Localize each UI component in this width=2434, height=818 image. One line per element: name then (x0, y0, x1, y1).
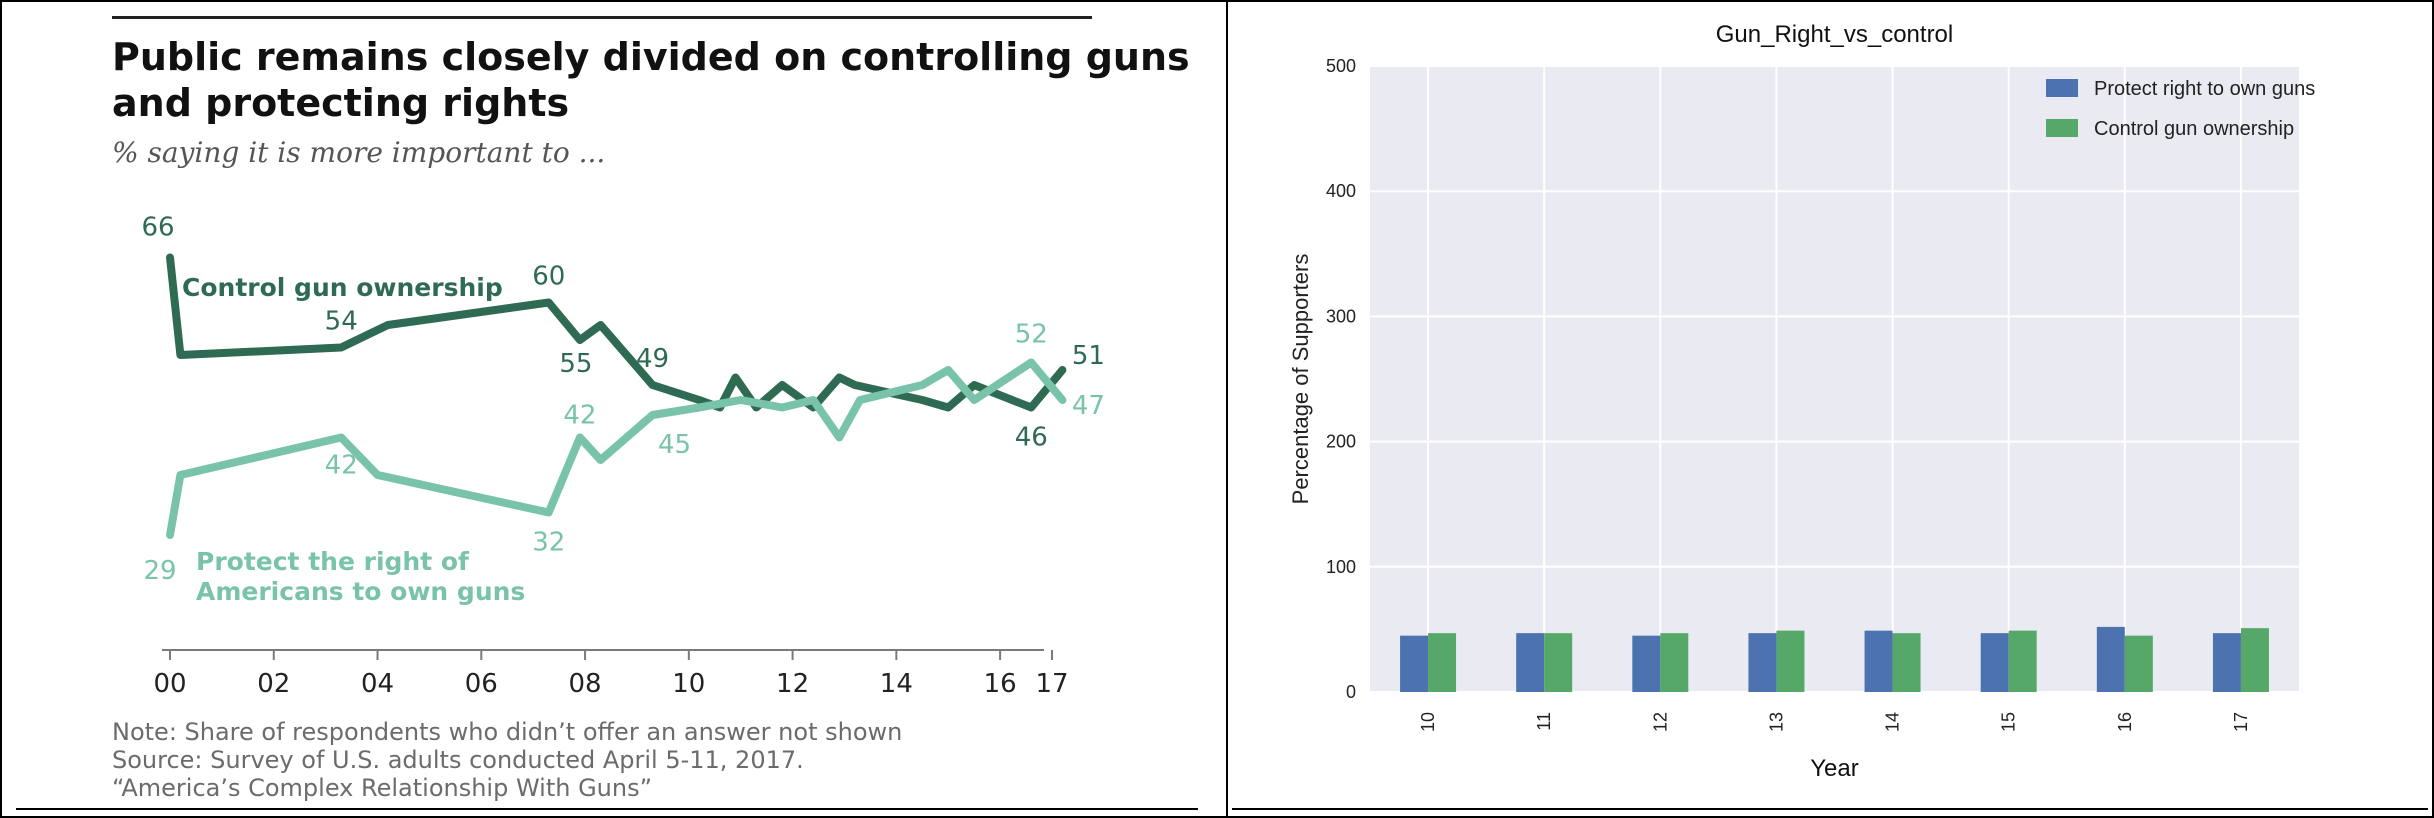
x-tick-label: 04 (361, 669, 394, 699)
control-series-line (166, 253, 1067, 412)
x-tick-label: 06 (465, 669, 498, 699)
pew-line-chart: 00 02 04 06 08 10 12 14 16 17 66 54 60 55 49 46 51 29 42 32… (141, 213, 1105, 700)
protect-series-name-line2: Americans to own guns (196, 577, 525, 606)
title-top-rule (112, 16, 1092, 19)
x-tick-label: 17 (1035, 669, 1068, 699)
legend-swatch (2046, 79, 2078, 97)
data-label: 51 (1072, 341, 1105, 371)
x-axis-label: Year (1810, 755, 1859, 782)
x-tick-label: 15 (1999, 712, 2019, 732)
gun-right-vs-control-bar-chart: 0 100 200 300 400 500 10 11 12 13 14 15 16 17 Gun_Righ… (1288, 21, 2315, 782)
data-label: 52 (1015, 320, 1048, 350)
protect-right-bar (2096, 626, 2125, 692)
x-tick-label: 13 (1766, 712, 1786, 732)
y-tick-label: 400 (1326, 181, 1356, 201)
control-ownership-bar (1544, 633, 1573, 692)
data-label: 32 (532, 528, 565, 558)
protect-series-line (166, 358, 1067, 539)
protect-right-bar (2212, 633, 2241, 692)
protect-right-bar (1400, 635, 1429, 692)
y-tick-label: 300 (1326, 306, 1356, 326)
protect-right-bar (1980, 633, 2009, 692)
y-tick-label: 0 (1346, 682, 1356, 702)
x-tick-label: 11 (1534, 712, 1554, 731)
y-tick-label: 500 (1326, 56, 1356, 76)
protect-right-bar (1516, 633, 1545, 692)
pew-chart-title: Public remains closely divided on contro… (112, 35, 1190, 125)
control-ownership-bar (1428, 633, 1457, 692)
x-tick-label: 02 (257, 669, 290, 699)
y-axis-label: Percentage of Supporters (1288, 254, 1313, 505)
protect-series-name-line1: Protect the right of (196, 547, 470, 576)
data-label: 66 (141, 213, 174, 243)
bottom-rule-left (16, 808, 1198, 810)
x-tick-label: 16 (2115, 712, 2135, 732)
data-label: 47 (1072, 391, 1105, 421)
legend-label: Control gun ownership (2094, 118, 2294, 140)
x-tick-label: 10 (672, 669, 705, 699)
report-title-line: “America’s Complex Relationship With Gun… (112, 774, 653, 802)
bottom-rule-right (1232, 808, 2428, 810)
protect-right-bar (1748, 633, 1777, 692)
x-tick-label: 12 (1650, 712, 1670, 732)
x-tick-label: 17 (2231, 712, 2251, 732)
control-ownership-bar (2124, 635, 2153, 692)
protect-right-bar (1864, 630, 1893, 692)
x-tick-label: 00 (153, 669, 186, 699)
data-label: 42 (325, 451, 358, 481)
bar-chart-panel: 0 100 200 300 400 500 10 11 12 13 14 15 16 17 Gun_Righ… (1228, 0, 2434, 818)
y-tick-label: 100 (1326, 557, 1356, 577)
x-tick-label: 10 (1418, 712, 1438, 732)
control-ownership-bar (1776, 630, 1805, 692)
control-ownership-bar (2008, 630, 2037, 692)
note-line: Note: Share of respondents who didn’t of… (112, 718, 903, 746)
control-ownership-bar (2240, 628, 2269, 692)
data-label: 42 (563, 401, 596, 431)
legend-label: Protect right to own guns (2094, 78, 2315, 100)
pew-chart-subtitle: % saying it is more important to ... (112, 136, 606, 169)
x-tick-label: 14 (880, 669, 913, 699)
control-ownership-bar (1660, 633, 1689, 692)
x-tick-label: 12 (776, 669, 809, 699)
bar-chart-title: Gun_Right_vs_control (1716, 21, 1953, 48)
x-tick-label: 08 (569, 669, 602, 699)
legend-swatch (2046, 119, 2078, 137)
x-tick-label: 14 (1883, 712, 1903, 732)
protect-right-bar (1632, 635, 1661, 692)
data-label: 60 (532, 262, 565, 292)
data-label: 55 (559, 349, 592, 379)
data-label: 46 (1015, 423, 1048, 453)
x-tick-label: 16 (984, 669, 1017, 699)
panel-divider (1226, 0, 1228, 818)
pew-chart-note: Note: Share of respondents who didn’t of… (112, 718, 1212, 802)
data-label: 29 (143, 556, 176, 586)
data-label: 45 (658, 430, 691, 460)
pew-chart-panel: Public remains closely divided on contro… (112, 16, 1212, 802)
y-tick-label: 200 (1326, 432, 1356, 452)
control-series-name: Control gun ownership (182, 273, 503, 302)
plot-background (1370, 66, 2299, 692)
control-ownership-bar (1892, 633, 1921, 692)
data-label: 49 (636, 344, 669, 374)
source-line: Source: Survey of U.S. adults conducted … (112, 746, 804, 774)
data-label: 54 (325, 307, 358, 337)
